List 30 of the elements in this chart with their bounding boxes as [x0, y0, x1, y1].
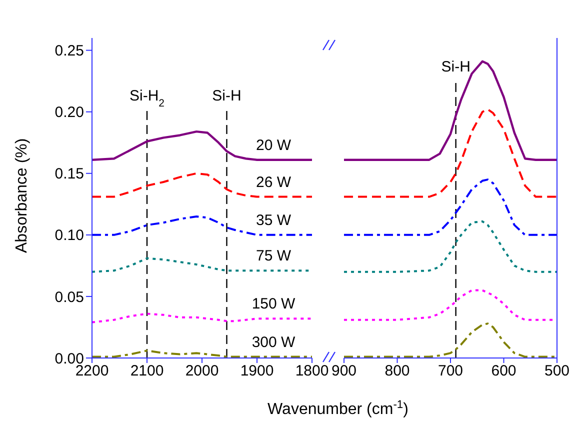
x-tick-label: 2100: [130, 362, 164, 380]
x-tick-label: 700: [438, 362, 464, 380]
line-series: [92, 172, 312, 198]
series-label: 20 W: [256, 136, 292, 154]
x-tick-label: 600: [491, 362, 516, 380]
y-tick-label: 0.10: [54, 227, 84, 244]
line-series: [92, 312, 312, 324]
ref-line-label: Si-H: [441, 58, 470, 76]
y-tick-label: 0.15: [54, 166, 84, 183]
series-label: 300 W: [252, 334, 296, 351]
y-tick-label: 0.25: [54, 42, 84, 60]
x-tick-label: 1900: [240, 362, 274, 380]
y-tick-label: 0.20: [54, 104, 84, 122]
series-label: 35 W: [256, 212, 292, 229]
y-tick-label: 0.05: [54, 288, 84, 306]
x-tick-label: 1800: [295, 362, 329, 380]
line-series: [92, 130, 312, 161]
x-tick-label: 800: [384, 362, 410, 380]
x-tick-label: 900: [331, 362, 357, 380]
x-tick-label: 2000: [185, 362, 219, 380]
series-label: 150 W: [252, 296, 296, 313]
x-axis-title: Wavenumber (cm$^{-1}$): [268, 399, 408, 418]
y-axis-title: Absorbance (%): [14, 138, 31, 253]
line-series: [92, 215, 312, 236]
series-label: 75 W: [256, 248, 292, 265]
ref-line-label: Si-H: [212, 87, 242, 104]
ref-line-label: Si-H$_{2}$: [129, 87, 165, 110]
x-tick-label: 2200: [75, 362, 109, 380]
series-label: 26 W: [256, 174, 292, 191]
x-tick-label: 500: [544, 362, 570, 380]
